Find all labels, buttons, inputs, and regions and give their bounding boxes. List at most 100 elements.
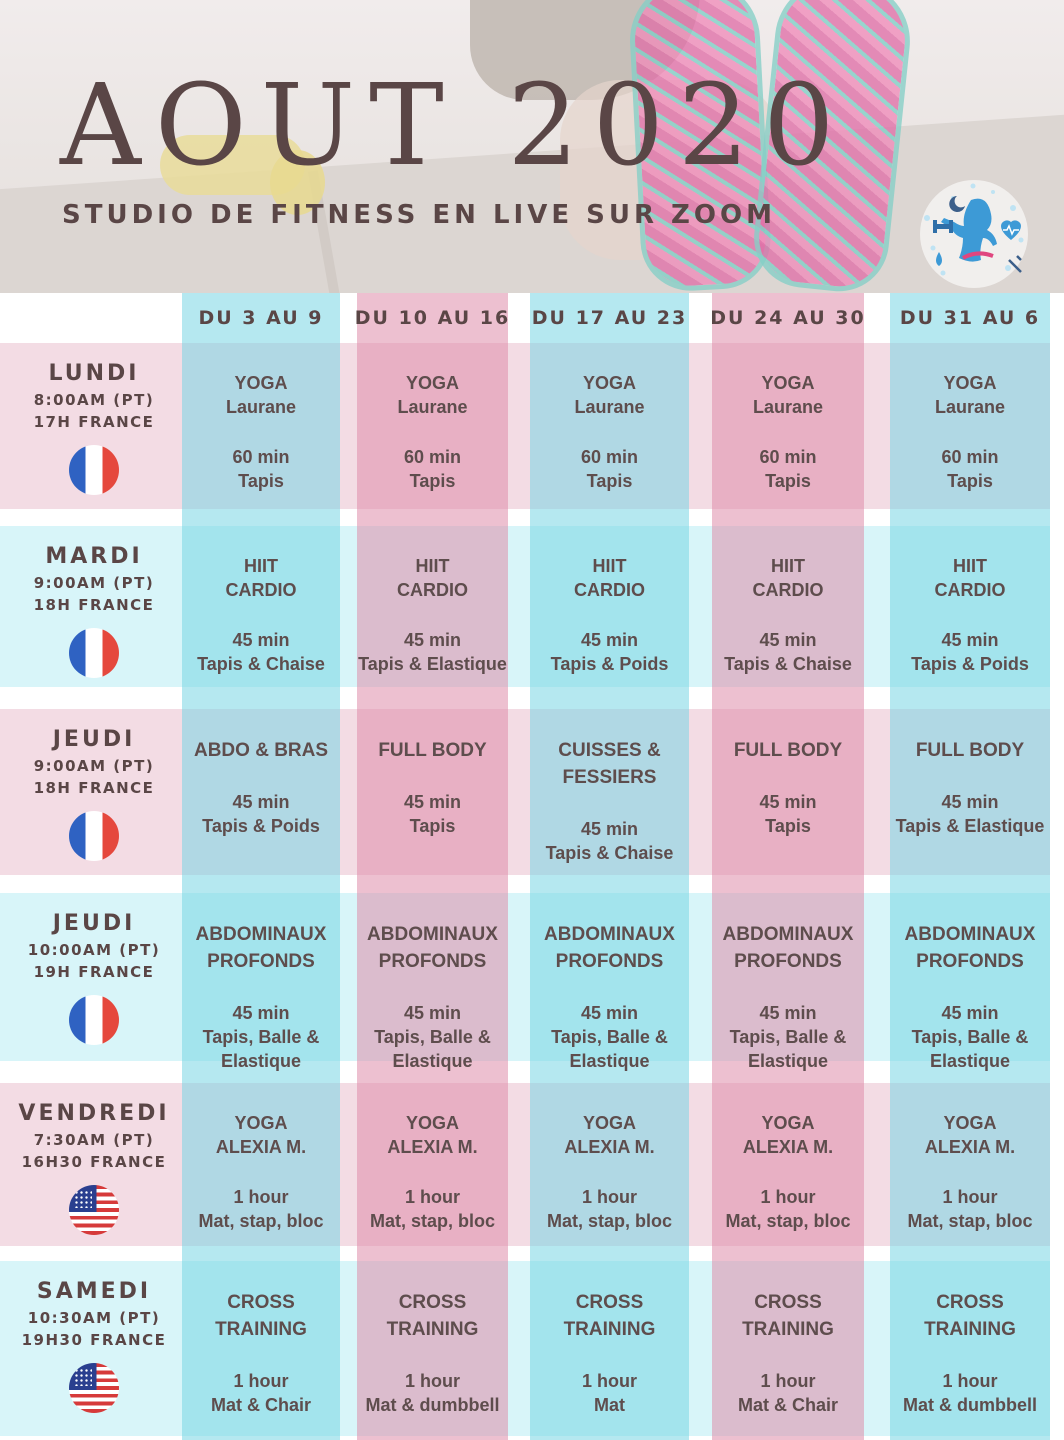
session-class-name: FULL BODY <box>915 740 1025 761</box>
day-name: JEUDI <box>52 911 136 936</box>
session-equipment: Tapis <box>586 471 633 491</box>
day-label: LUNDI 8:00AM (PT) 17H FRANCE <box>0 359 188 495</box>
session-cell: FULL BODY 45 min Tapis <box>706 737 870 838</box>
spacer <box>524 975 695 1001</box>
spacer <box>706 1343 870 1369</box>
session-duration: 45 min <box>759 792 817 812</box>
france-flag-icon <box>69 995 119 1045</box>
day-name: SAMEDI <box>36 1279 152 1304</box>
session-cell: ABDOMINAUX PROFONDS 45 min Tapis, Balle & … <box>524 921 695 1073</box>
session-cell: ABDOMINAUX PROFONDS 45 min Tapis, Balle & … <box>351 921 514 1073</box>
session-coach: Laurane <box>752 397 824 417</box>
day-time-france: 19H FRANCE <box>33 963 155 981</box>
session-class-name: YOGA <box>234 373 288 393</box>
session-duration: 1 hour <box>404 1371 460 1391</box>
spacer <box>524 791 695 817</box>
session-coach: CARDIO <box>752 580 824 600</box>
spacer <box>524 602 695 628</box>
session-equipment: Mat & dumbbell <box>903 1395 1037 1415</box>
session-cell: YOGA Laurane 60 min Tapis <box>706 371 870 493</box>
spacer <box>176 975 346 1001</box>
session-class-name: HIIT <box>592 556 627 576</box>
session-class-name: ABDOMINAUX PROFONDS <box>904 924 1036 972</box>
session-coach: CARDIO <box>225 580 297 600</box>
session-equipment: Mat, stap, bloc <box>369 1211 495 1231</box>
session-equipment: Tapis <box>765 816 811 836</box>
session-duration: 1 hour <box>404 1187 460 1207</box>
session-class-name: ABDO & BRAS <box>193 740 329 761</box>
session-duration: 1 hour <box>233 1187 289 1207</box>
session-duration: 60 min <box>232 447 290 467</box>
session-duration: 45 min <box>941 1003 999 1023</box>
session-coach: CARDIO <box>934 580 1006 600</box>
session-equipment: Tapis & Elastique <box>895 816 1045 836</box>
session-equipment: Mat <box>594 1395 625 1415</box>
schedule-grid: DU 3 AU 9 DU 10 AU 16 DU 17 AU 23 DU 24 AU … <box>0 293 1064 1440</box>
session-equipment: Mat, stap, bloc <box>907 1211 1033 1231</box>
session-coach: ALEXIA M. <box>215 1137 307 1157</box>
session-coach: ALEXIA M. <box>742 1137 834 1157</box>
session-equipment: Tapis, Balle & Elastique <box>374 1027 491 1071</box>
session-duration: 1 hour <box>942 1371 998 1391</box>
session-equipment: Tapis, Balle & Elastique <box>911 1027 1029 1071</box>
spacer <box>176 1159 346 1185</box>
spacer <box>884 764 1056 790</box>
session-coach: Laurane <box>225 397 297 417</box>
day-name: JEUDI <box>52 727 136 752</box>
day-label: VENDREDI 7:30AM (PT) 16H30 FRANCE <box>0 1099 188 1235</box>
spacer <box>176 602 346 628</box>
session-class-name: YOGA <box>943 373 997 393</box>
week-header: DU 17 AU 23 <box>531 307 688 329</box>
session-coach: CARDIO <box>397 580 468 600</box>
session-duration: 1 hour <box>581 1371 637 1391</box>
session-equipment: Mat, stap, bloc <box>546 1211 672 1231</box>
session-coach: ALEXIA M. <box>924 1137 1016 1157</box>
spacer <box>176 764 346 790</box>
usa-flag-icon <box>69 1363 119 1413</box>
column-band <box>890 293 1050 1440</box>
session-duration: 45 min <box>232 630 290 650</box>
column-band <box>182 293 340 1440</box>
session-coach: ALEXIA M. <box>387 1137 478 1157</box>
session-cell: YOGA ALEXIA M. 1 hour Mat, stap, bloc <box>351 1111 514 1233</box>
day-time-france: 18H FRANCE <box>33 779 155 797</box>
session-cell: CUISSES & FESSIERS 45 min Tapis & Chaise <box>524 737 695 865</box>
spacer <box>524 419 695 445</box>
week-header: DU 10 AU 16 <box>354 307 511 329</box>
session-class-name: ABDOMINAUX PROFONDS <box>544 924 675 972</box>
session-class-name: HIIT <box>953 556 987 576</box>
session-equipment: Tapis & Poids <box>202 816 320 836</box>
session-cell: YOGA ALEXIA M. 1 hour Mat, stap, bloc <box>176 1111 346 1233</box>
page-title: AOUT 2020 <box>60 61 849 191</box>
session-equipment: Tapis & Chaise <box>197 654 325 674</box>
session-duration: 60 min <box>759 447 817 467</box>
spacer <box>884 1343 1056 1369</box>
spacer <box>884 975 1056 1001</box>
session-cell: HIIT CARDIO 45 min Tapis & Chaise <box>176 554 346 676</box>
spacer <box>524 1159 695 1185</box>
session-cell: FULL BODY 45 min Tapis & Elastique <box>884 737 1056 838</box>
session-class-name: HIIT <box>771 556 805 576</box>
column-band <box>530 293 689 1440</box>
day-time-pt: 10:30AM (PT) <box>27 1309 161 1327</box>
week-header: DU 3 AU 9 <box>198 307 324 329</box>
session-cell: ABDOMINAUX PROFONDS 45 min Tapis, Balle & … <box>706 921 870 1073</box>
session-duration: 60 min <box>580 447 639 467</box>
spacer <box>176 419 346 445</box>
session-coach: CARDIO <box>574 580 645 600</box>
france-flag-icon <box>69 628 119 678</box>
session-cell: ABDOMINAUX PROFONDS 45 min Tapis, Balle & … <box>176 921 346 1073</box>
session-class-name: YOGA <box>582 373 636 393</box>
spacer <box>884 602 1056 628</box>
session-duration: 45 min <box>580 630 639 650</box>
day-name: VENDREDI <box>18 1101 170 1126</box>
dumbbell-weight-image <box>270 150 325 215</box>
day-time-pt: 9:00AM (PT) <box>33 574 155 592</box>
session-cell: CROSS TRAINING 1 hour Mat & Chair <box>706 1289 870 1417</box>
session-equipment: Tapis <box>238 471 284 491</box>
session-cell: ABDO & BRAS 45 min Tapis & Poids <box>176 737 346 838</box>
session-duration: 60 min <box>941 447 999 467</box>
spacer <box>351 975 514 1001</box>
session-duration: 45 min <box>759 630 817 650</box>
session-equipment: Tapis <box>765 471 811 491</box>
